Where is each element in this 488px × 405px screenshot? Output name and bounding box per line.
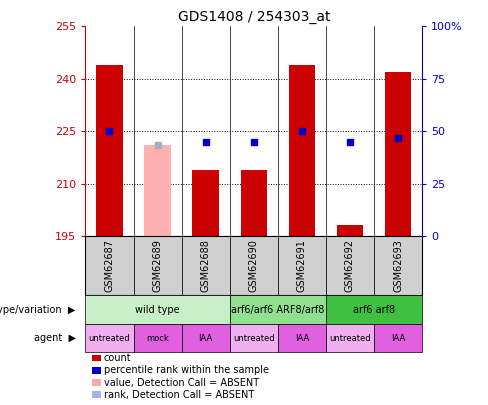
- Bar: [92, 379, 101, 386]
- Bar: [278, 324, 326, 352]
- Bar: [230, 295, 326, 324]
- Text: untreated: untreated: [329, 334, 371, 343]
- Bar: [374, 324, 422, 352]
- Bar: [85, 295, 230, 324]
- Text: IAA: IAA: [295, 334, 309, 343]
- Bar: [278, 236, 326, 295]
- Bar: [241, 170, 267, 236]
- Text: rank, Detection Call = ABSENT: rank, Detection Call = ABSENT: [104, 390, 254, 400]
- Text: untreated: untreated: [233, 334, 275, 343]
- Text: GSM62688: GSM62688: [201, 239, 211, 292]
- Bar: [92, 355, 101, 361]
- Text: arf6 arf8: arf6 arf8: [353, 305, 395, 315]
- Text: GSM62689: GSM62689: [153, 239, 163, 292]
- Bar: [182, 324, 230, 352]
- Text: GSM62692: GSM62692: [345, 239, 355, 292]
- Bar: [337, 226, 363, 236]
- Text: GSM62693: GSM62693: [393, 239, 403, 292]
- Text: count: count: [104, 353, 132, 363]
- Bar: [230, 236, 278, 295]
- Text: genotype/variation  ▶: genotype/variation ▶: [0, 305, 76, 315]
- Bar: [326, 236, 374, 295]
- Bar: [288, 65, 315, 236]
- Bar: [134, 324, 182, 352]
- Text: wild type: wild type: [135, 305, 180, 315]
- Bar: [134, 236, 182, 295]
- Text: arf6/arf6 ARF8/arf8: arf6/arf6 ARF8/arf8: [231, 305, 325, 315]
- Bar: [230, 324, 278, 352]
- Bar: [192, 170, 219, 236]
- Text: IAA: IAA: [391, 334, 405, 343]
- Bar: [385, 72, 411, 236]
- Text: GSM62691: GSM62691: [297, 239, 307, 292]
- Text: percentile rank within the sample: percentile rank within the sample: [104, 365, 269, 375]
- Text: GSM62690: GSM62690: [249, 239, 259, 292]
- Bar: [85, 236, 134, 295]
- Title: GDS1408 / 254303_at: GDS1408 / 254303_at: [178, 10, 330, 24]
- Bar: [144, 145, 171, 236]
- Bar: [96, 65, 122, 236]
- Bar: [374, 236, 422, 295]
- Text: value, Detection Call = ABSENT: value, Detection Call = ABSENT: [104, 377, 259, 388]
- Text: untreated: untreated: [89, 334, 130, 343]
- Text: agent  ▶: agent ▶: [34, 333, 76, 343]
- Bar: [92, 367, 101, 374]
- Bar: [92, 392, 101, 398]
- Bar: [182, 236, 230, 295]
- Text: mock: mock: [146, 334, 169, 343]
- Bar: [326, 324, 374, 352]
- Text: IAA: IAA: [199, 334, 213, 343]
- Text: GSM62687: GSM62687: [104, 239, 115, 292]
- Bar: [85, 324, 134, 352]
- Bar: [326, 295, 422, 324]
